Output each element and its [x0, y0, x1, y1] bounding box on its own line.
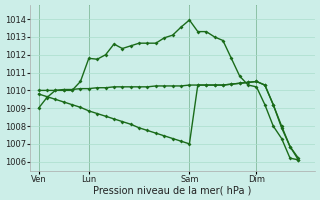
X-axis label: Pression niveau de la mer( hPa ): Pression niveau de la mer( hPa ) [93, 185, 252, 195]
